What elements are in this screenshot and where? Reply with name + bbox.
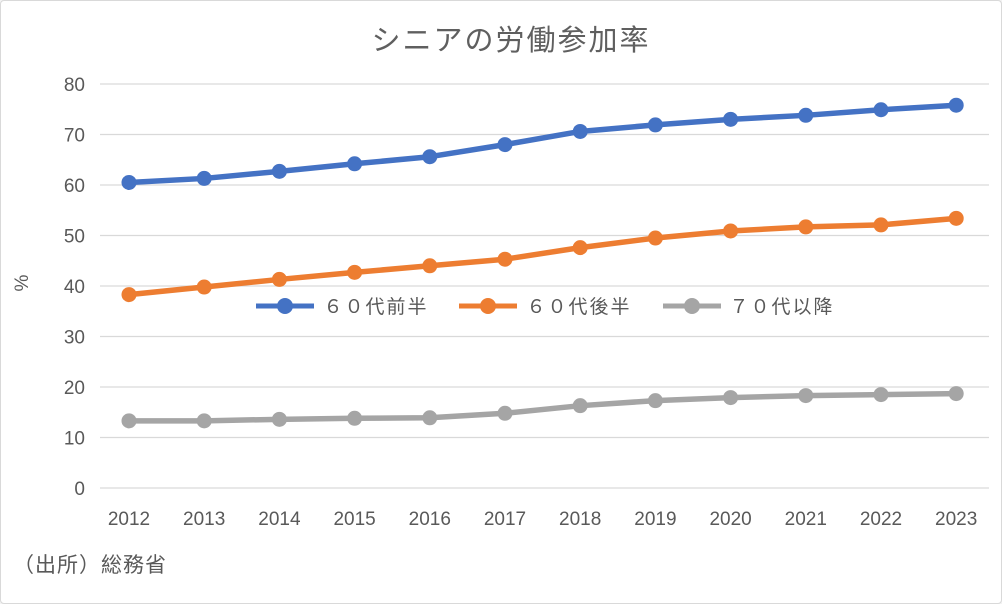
data-point (798, 107, 814, 123)
data-point (497, 251, 513, 267)
y-tick-label: 50 (64, 227, 85, 248)
legend: ６０代前半 ６０代後半 ７０代以降 (101, 292, 990, 319)
data-point (572, 398, 588, 414)
data-point (723, 111, 739, 127)
series-line (126, 215, 959, 298)
legend-label: ６０代後半 (526, 297, 632, 318)
data-point (647, 117, 663, 133)
data-point (196, 413, 212, 429)
data-point (347, 410, 363, 426)
x-tick-label: 2020 (709, 509, 751, 530)
data-point (723, 223, 739, 239)
x-tick-label: 2021 (785, 509, 827, 530)
data-point (948, 386, 964, 402)
data-point (572, 240, 588, 256)
data-point (798, 219, 814, 235)
data-point (873, 102, 889, 118)
data-point (422, 258, 438, 274)
x-tick-label: 2014 (258, 509, 301, 530)
data-point (647, 393, 663, 409)
y-tick-label: 30 (64, 328, 85, 349)
source-note: （出所）総務省 (13, 554, 167, 577)
legend-marker-icon (662, 297, 721, 314)
data-point (647, 230, 663, 246)
series-line (126, 102, 959, 186)
data-point (572, 123, 588, 139)
x-tick-label: 2023 (935, 509, 977, 530)
data-point (121, 413, 137, 429)
data-point (271, 271, 287, 287)
series-line (126, 390, 959, 424)
y-tick-label: 80 (64, 75, 85, 96)
legend-marker-icon (459, 297, 518, 314)
data-point (422, 410, 438, 426)
y-tick-label: 70 (64, 126, 85, 147)
legend-item[interactable]: ６０代後半 (459, 292, 631, 319)
y-tick-label: 60 (64, 176, 85, 197)
chart-title: シニアの労働参加率 (371, 25, 651, 57)
legend-label: ７０代以降 (729, 297, 835, 318)
data-point (497, 405, 513, 421)
data-point (948, 210, 964, 226)
x-tick-label: 2018 (559, 509, 601, 530)
x-tick-label: 2017 (484, 509, 526, 530)
data-point (948, 97, 964, 113)
x-tick-label: 2012 (108, 509, 150, 530)
x-tick-label: 2022 (860, 509, 902, 530)
data-point (497, 137, 513, 153)
data-point (271, 411, 287, 427)
data-point (121, 287, 137, 303)
y-tick-label: 40 (64, 277, 85, 298)
data-point (271, 163, 287, 179)
legend-marker-icon (256, 297, 315, 314)
y-tick-label: 0 (74, 479, 85, 500)
x-tick-label: 2013 (183, 509, 225, 530)
data-point (873, 387, 889, 403)
data-point (798, 388, 814, 404)
x-tick-label: 2016 (409, 509, 451, 530)
data-point (723, 390, 739, 406)
x-tick-label: 2019 (634, 509, 676, 530)
data-point (121, 174, 137, 190)
legend-item[interactable]: ７０代以降 (662, 292, 835, 319)
data-point (196, 279, 212, 295)
x-tick-label: 2015 (333, 509, 375, 530)
y-tick-label: 10 (64, 429, 85, 450)
data-point (873, 217, 889, 233)
legend-label: ６０代前半 (323, 297, 429, 318)
y-tick-label: 20 (64, 378, 85, 399)
data-point (196, 170, 212, 186)
data-point (347, 264, 363, 280)
legend-item[interactable]: ６０代前半 (256, 292, 428, 319)
data-point (422, 149, 438, 165)
data-point (347, 156, 363, 172)
